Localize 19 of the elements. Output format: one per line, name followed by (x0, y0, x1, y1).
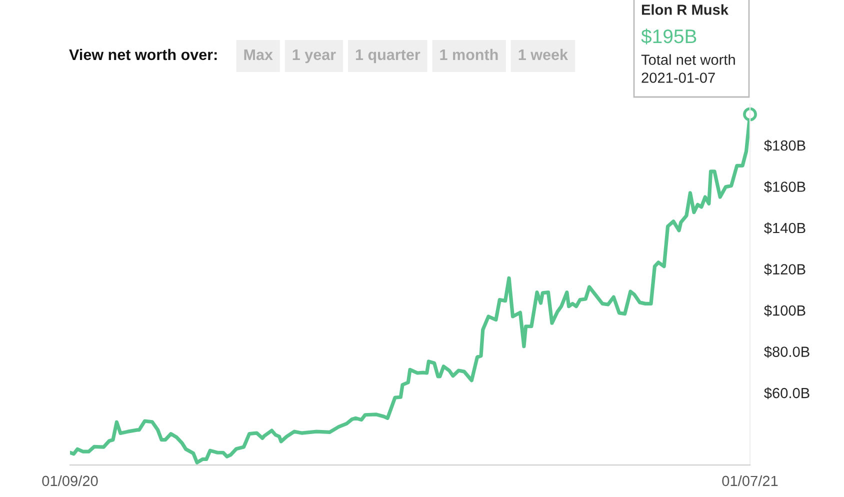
text: Total net worth (641, 54, 735, 65)
text: View net worth over: (69, 48, 217, 60)
y-tick-label: $160B (764, 181, 806, 193)
text: 1 month (440, 48, 498, 60)
y-tick-label: $140B (764, 222, 806, 234)
text: 1 week (518, 48, 568, 60)
text: $195B (641, 28, 696, 44)
y-tick-label: $60.0B (764, 387, 810, 400)
text: Elon R Musk (642, 4, 729, 15)
y-tick-label: $180B (764, 140, 806, 152)
y-tick-label: $80.0B (764, 346, 810, 358)
text: 2021-01-07 (642, 72, 715, 83)
text: 1 quarter (356, 49, 420, 64)
x-tick-label: 01/09/20 (42, 475, 98, 486)
y-tick-label: $100B (764, 304, 806, 317)
x-tick-label: 01/07/21 (722, 475, 778, 486)
text: 1 year (292, 49, 336, 64)
text: Max (244, 49, 273, 60)
y-tick-label: $120B (764, 264, 806, 276)
